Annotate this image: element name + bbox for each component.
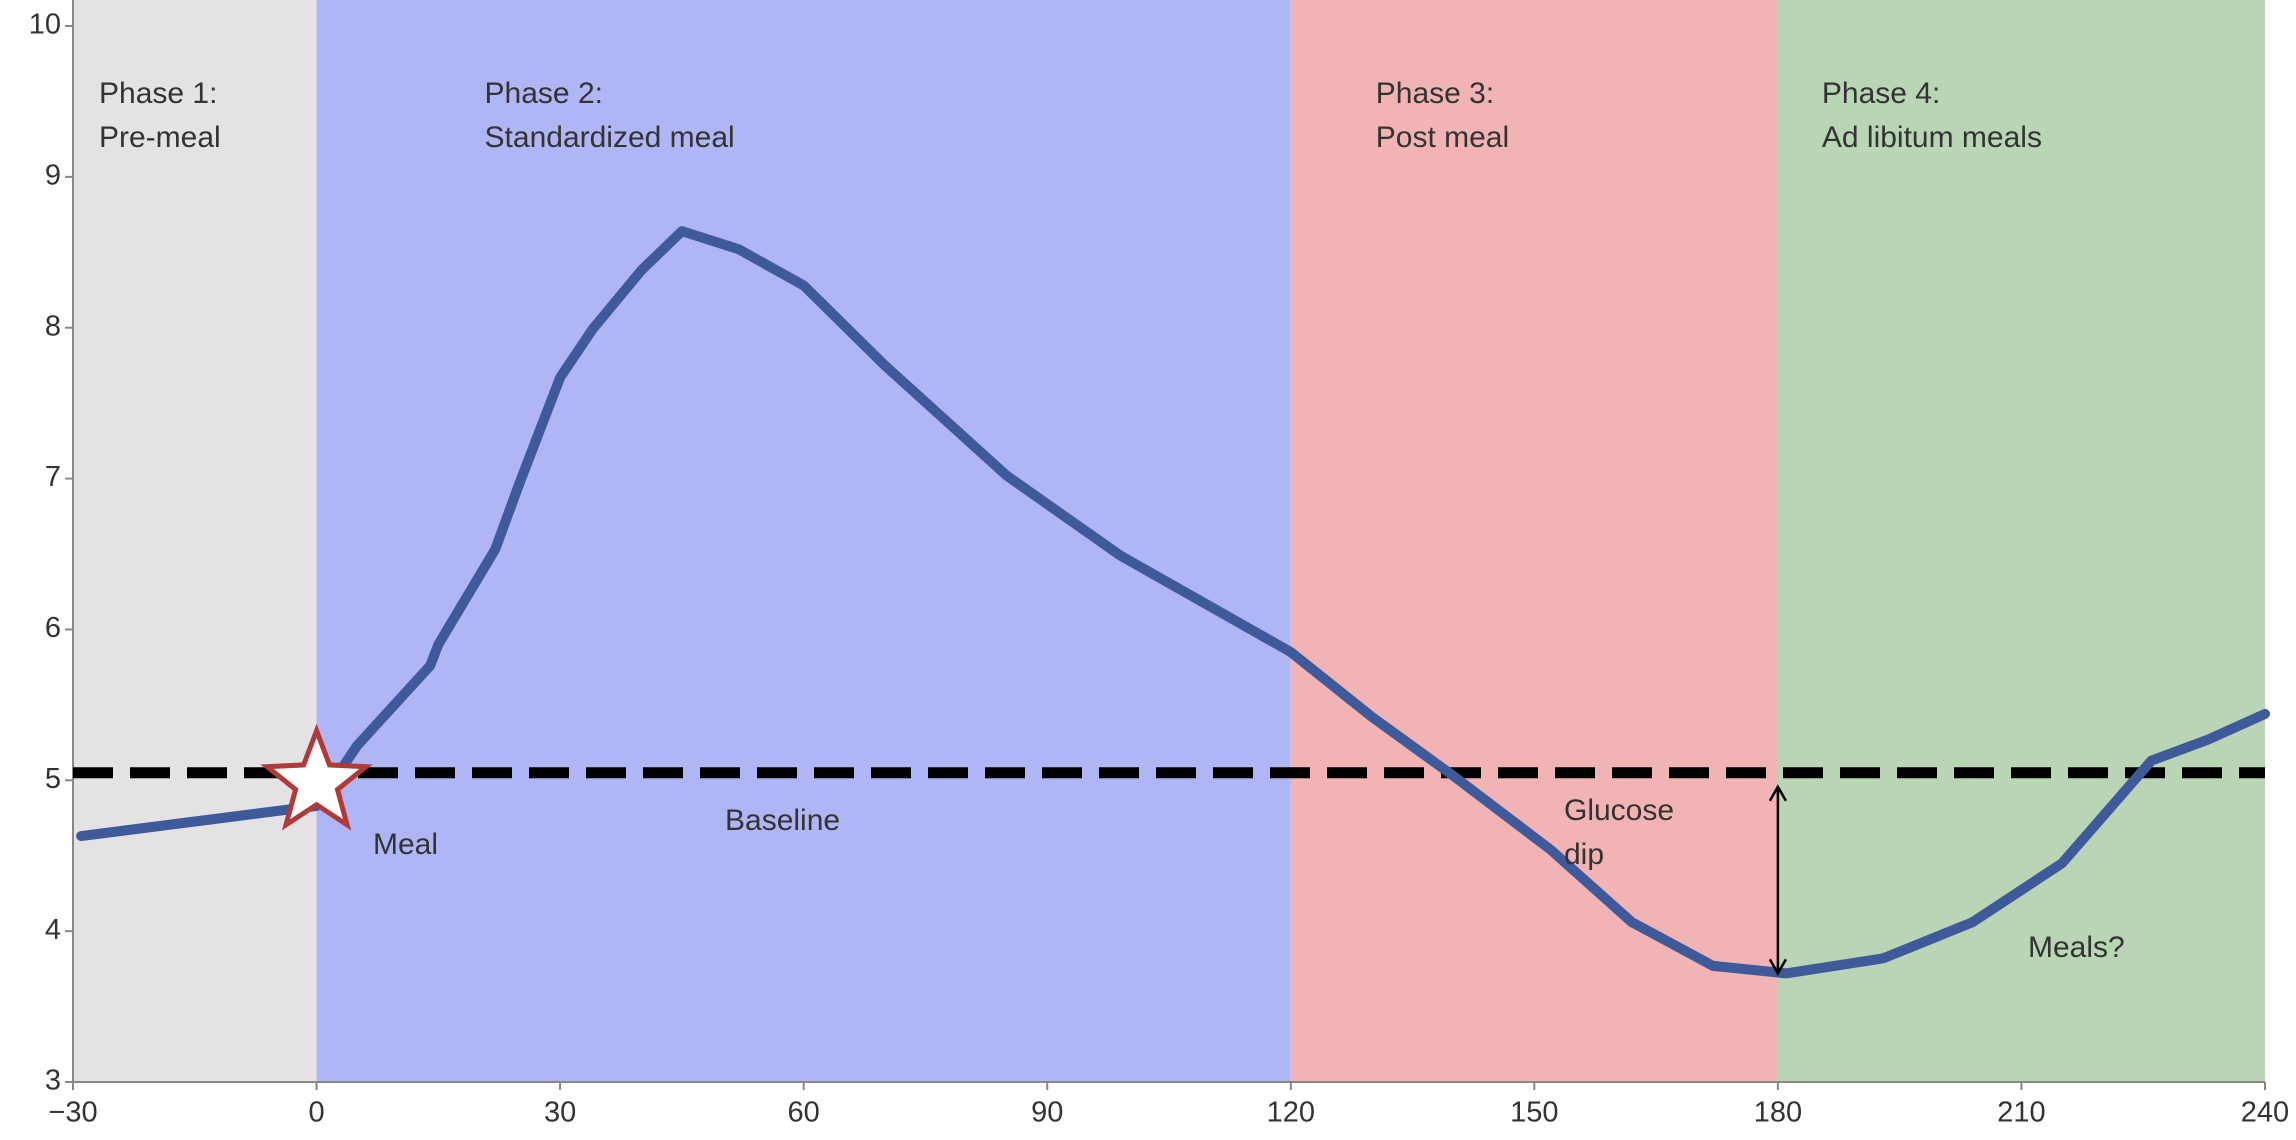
y-tick-label: 4 bbox=[45, 914, 61, 946]
meal-star bbox=[260, 723, 373, 831]
phase-label: Phase 1: bbox=[99, 77, 217, 110]
phase-label: Pre-meal bbox=[99, 121, 221, 154]
x-tick-label: 30 bbox=[544, 1097, 576, 1129]
y-tick-label: 6 bbox=[45, 612, 61, 644]
y-tick-label: 9 bbox=[45, 160, 61, 192]
phase-region bbox=[1290, 0, 1778, 1082]
x-tick-label: 0 bbox=[308, 1097, 324, 1129]
phase-label: Post meal bbox=[1376, 121, 1509, 154]
phase-label: Ad libitum meals bbox=[1822, 121, 2042, 154]
x-tick-label: 90 bbox=[1031, 1097, 1063, 1129]
x-tick-label: 60 bbox=[788, 1097, 820, 1129]
y-tick-label: 8 bbox=[45, 310, 61, 342]
phase-region bbox=[1777, 0, 2265, 1082]
phase-region bbox=[73, 0, 317, 1082]
x-tick-label: 210 bbox=[1997, 1097, 2045, 1129]
x-tick-label: 180 bbox=[1754, 1097, 1802, 1129]
dip-label: Glucose bbox=[1564, 794, 1674, 827]
phase-region bbox=[316, 0, 1291, 1082]
phase-label: Phase 4: bbox=[1822, 77, 1940, 110]
phase-label: Standardized meal bbox=[485, 121, 735, 154]
meals-label: Meals? bbox=[2028, 931, 2125, 964]
x-tick-label: 150 bbox=[1510, 1097, 1558, 1129]
glucose-line bbox=[76, 226, 2270, 979]
x-tick-label: 120 bbox=[1267, 1097, 1315, 1129]
phase-label: Phase 3: bbox=[1376, 77, 1494, 110]
meal-label: Meal bbox=[373, 828, 438, 861]
y-tick-label: 7 bbox=[45, 461, 61, 493]
baseline-label: Baseline bbox=[725, 804, 840, 837]
dip-arrow bbox=[1768, 784, 1787, 976]
y-tick-label: 5 bbox=[45, 763, 61, 795]
dip-label: dip bbox=[1564, 838, 1604, 871]
phase-label: Phase 2: bbox=[485, 77, 603, 110]
y-tick-label: 10 bbox=[29, 9, 61, 41]
x-tick-label: −30 bbox=[48, 1097, 97, 1129]
y-tick-label: 3 bbox=[45, 1065, 61, 1097]
x-tick-label: 240 bbox=[2241, 1097, 2289, 1129]
